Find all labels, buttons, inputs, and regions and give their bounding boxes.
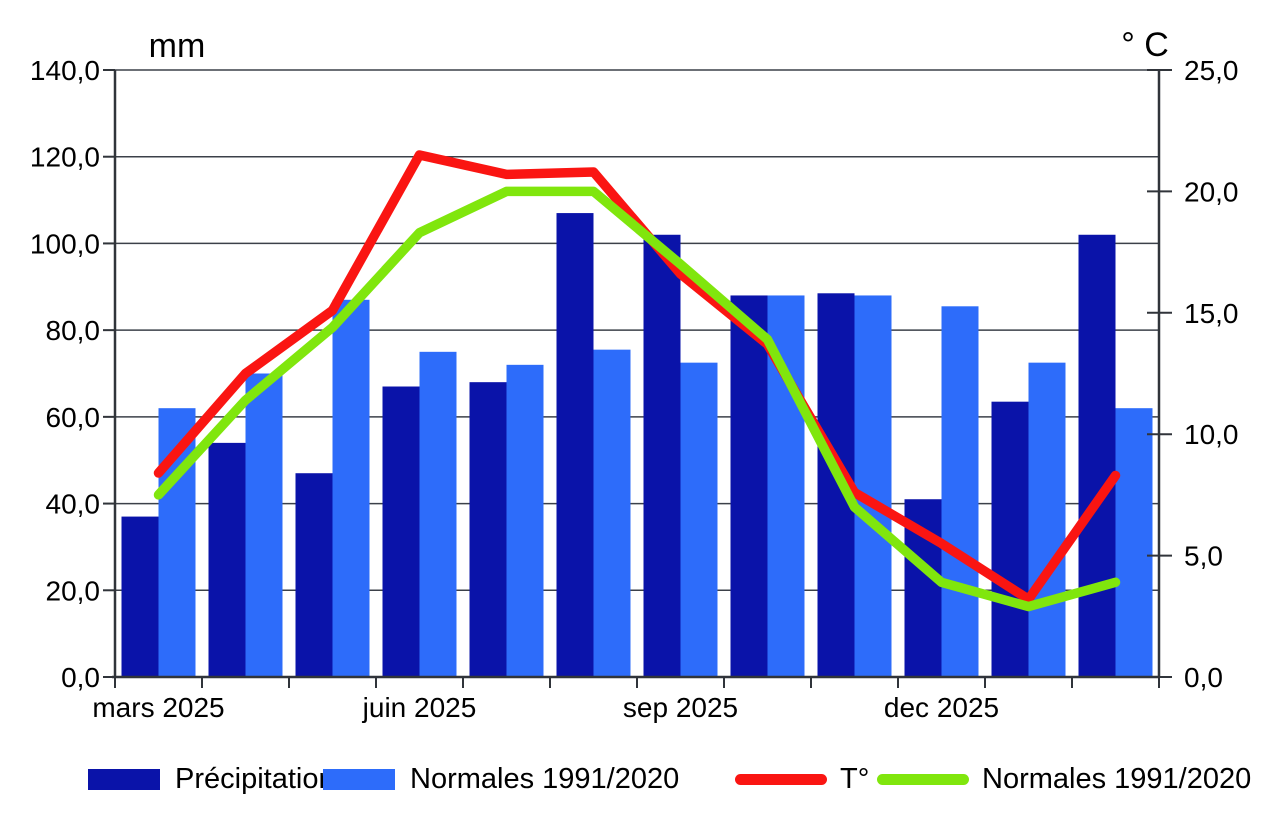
bar-precipitations bbox=[730, 295, 768, 677]
legend-label-temperature: T° bbox=[840, 762, 870, 795]
right-axis-tick-label: 10,0 bbox=[1184, 419, 1239, 450]
axes-layer bbox=[103, 69, 1172, 688]
bar-normales bbox=[1028, 362, 1066, 677]
bar-normales bbox=[593, 349, 631, 677]
normales-line-swatch bbox=[877, 773, 969, 785]
bar-normales bbox=[506, 364, 544, 677]
bar-normales bbox=[680, 362, 718, 677]
legend-item-precipitations: Précipitations bbox=[88, 760, 349, 798]
left-axis-tick-label: 40,0 bbox=[46, 489, 101, 520]
x-axis-tick-label: mars 2025 bbox=[92, 692, 224, 723]
right-axis-tick-label: 20,0 bbox=[1184, 176, 1239, 207]
bar-precipitations bbox=[991, 401, 1029, 677]
bar-normales bbox=[854, 295, 892, 677]
normales-temperature-line bbox=[153, 186, 1121, 612]
bar-precipitations bbox=[1078, 234, 1116, 677]
bar-precipitations bbox=[382, 386, 420, 677]
bar-normales bbox=[245, 373, 283, 677]
left-axis-tick-label: 140,0 bbox=[30, 55, 100, 86]
precipitations-bar-swatch bbox=[88, 768, 160, 790]
bar-precipitations bbox=[295, 473, 333, 677]
normales-bar-swatch bbox=[323, 768, 395, 790]
axis-labels-layer: 140,0 120,0 100,0 80,0 60,0 40,0 20,0 0,0 25,0 20… bbox=[30, 55, 1239, 723]
left-axis-tick-label: 120,0 bbox=[30, 142, 100, 173]
left-axis-title: mm bbox=[149, 27, 206, 65]
left-axis-tick-label: 20,0 bbox=[46, 575, 101, 606]
legend-item-normales-bar: Normales 1991/2020 bbox=[323, 760, 679, 798]
bars-layer bbox=[121, 213, 1153, 678]
right-axis-tick-label: 5,0 bbox=[1184, 541, 1223, 572]
left-axis-tick-label: 80,0 bbox=[46, 315, 101, 346]
left-axis-tick-label: 100,0 bbox=[30, 228, 100, 259]
x-axis-tick-label: dec 2025 bbox=[884, 692, 999, 723]
bar-normales bbox=[332, 299, 370, 677]
gridlines-layer bbox=[115, 69, 1159, 592]
bar-precipitations bbox=[643, 234, 681, 677]
temperature-line-swatch bbox=[735, 773, 827, 785]
x-axis-tick-label: juin 2025 bbox=[362, 692, 477, 723]
legend-item-temperature: T° bbox=[735, 760, 869, 798]
right-axis-tick-label: 0,0 bbox=[1184, 662, 1223, 693]
legend-label-normales-bar: Normales 1991/2020 bbox=[410, 762, 680, 795]
bar-precipitations bbox=[121, 516, 159, 677]
right-axis-title: ° C bbox=[1121, 26, 1169, 64]
bar-normales bbox=[1115, 408, 1153, 677]
bar-precipitations bbox=[556, 213, 594, 678]
bar-normales bbox=[941, 306, 979, 677]
lines-layer bbox=[153, 150, 1121, 612]
left-axis-tick-label: 0,0 bbox=[61, 662, 100, 693]
legend: Précipitations Normales 1991/2020 T° Nor… bbox=[0, 760, 1277, 800]
right-axis-tick-label: 25,0 bbox=[1184, 55, 1239, 86]
legend-label-precipitations: Précipitations bbox=[175, 762, 350, 795]
bar-precipitations bbox=[469, 382, 507, 677]
bar-precipitations bbox=[208, 442, 246, 677]
legend-label-normales-line: Normales 1991/2020 bbox=[982, 762, 1252, 795]
right-axis-tick-label: 15,0 bbox=[1184, 298, 1239, 329]
left-axis-tick-label: 60,0 bbox=[46, 402, 101, 433]
legend-item-normales-line: Normales 1991/2020 bbox=[877, 760, 1251, 798]
bar-normales bbox=[419, 351, 457, 677]
x-axis-tick-label: sep 2025 bbox=[623, 692, 738, 723]
